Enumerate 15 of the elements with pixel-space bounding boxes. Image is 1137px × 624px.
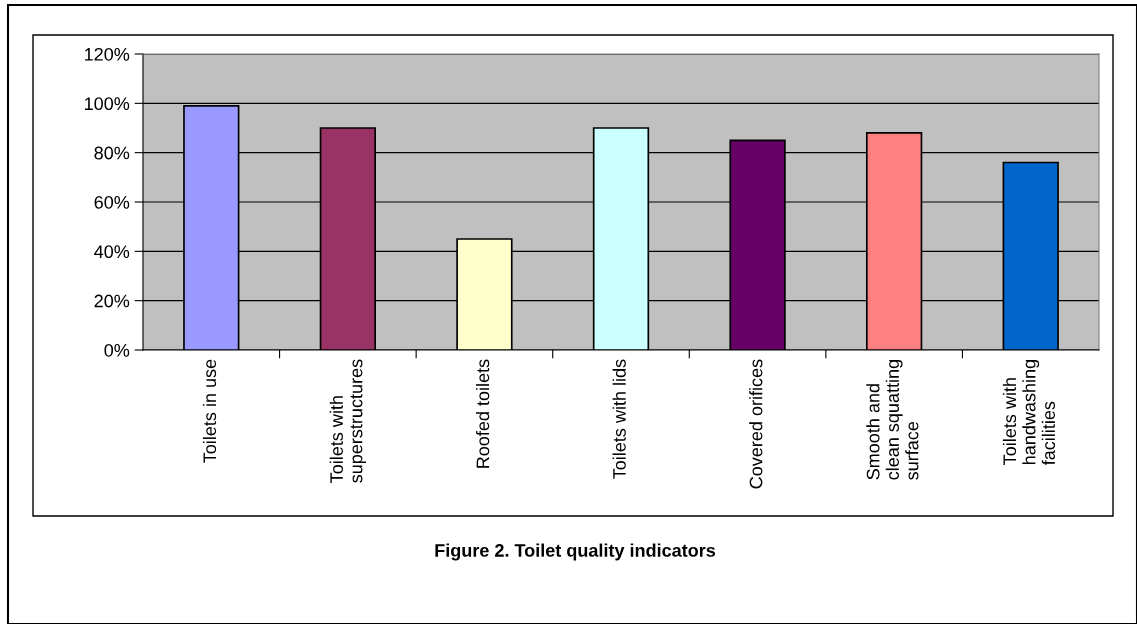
- y-tick-label: 20%: [94, 294, 130, 308]
- x-tick-label: Toilets with handwashing facilities: [1002, 360, 1056, 466]
- x-tick-label: Toilets with superstructures: [329, 359, 366, 483]
- x-tick-label: Toilets with lids: [612, 359, 626, 479]
- text: Figure 2. Toilet quality indicators: [435, 543, 716, 561]
- x-tick-label: Roofed toilets: [476, 359, 490, 468]
- x-tick-label: Smooth and clean squatting surface: [866, 360, 919, 480]
- y-tick-label: 100%: [85, 97, 130, 111]
- y-tick-label: 0%: [104, 343, 130, 357]
- y-tick-label: 60%: [94, 195, 130, 209]
- x-tick-label: Toilets in use: [202, 359, 217, 463]
- y-tick-label: 40%: [94, 245, 130, 259]
- y-tick-label: 120%: [85, 47, 130, 61]
- y-tick-label: 80%: [94, 146, 130, 160]
- x-tick-label: Covered orifices: [749, 359, 763, 489]
